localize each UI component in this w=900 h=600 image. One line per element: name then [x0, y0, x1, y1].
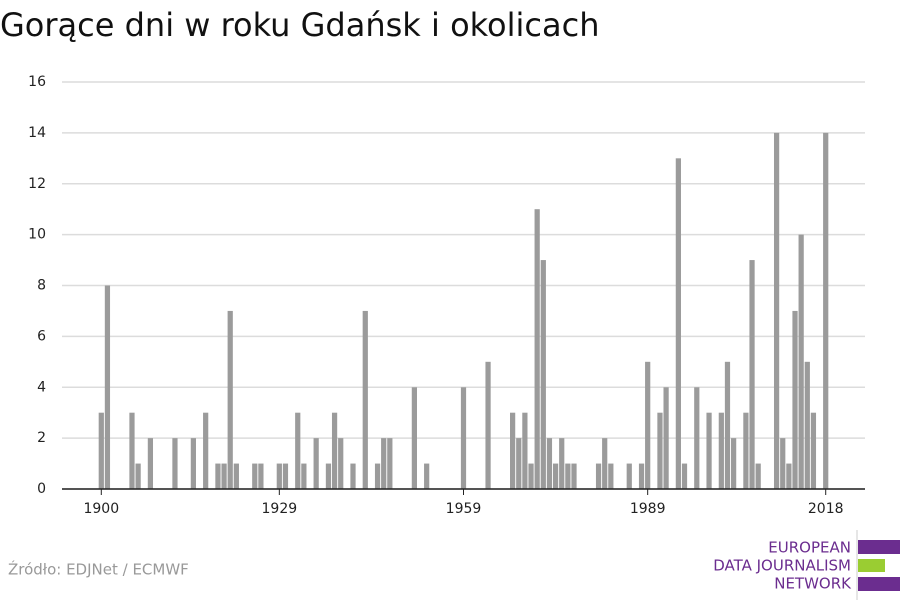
bar — [773, 132, 780, 489]
bar — [749, 260, 755, 489]
bar — [98, 412, 104, 489]
bar — [258, 463, 264, 489]
bar — [313, 438, 319, 489]
bar — [516, 438, 522, 489]
bar — [252, 463, 258, 489]
bar — [203, 412, 209, 489]
bar — [528, 463, 534, 489]
bar — [681, 463, 688, 489]
bar — [325, 463, 332, 489]
bar — [565, 463, 571, 489]
x-tick-label: 1959 — [446, 501, 482, 517]
bar — [645, 361, 651, 489]
bar — [663, 387, 669, 489]
bar — [215, 463, 221, 489]
logo-bar — [858, 577, 900, 591]
bar — [172, 438, 178, 489]
logo-text: DATA JOURNALISM — [713, 557, 851, 575]
logo-bar — [858, 540, 900, 554]
bar — [104, 285, 111, 489]
bar — [534, 209, 540, 489]
y-tick-label: 12 — [28, 176, 46, 192]
bar — [804, 361, 810, 489]
source: Źródło: EDJNet / ECMWF — [8, 560, 189, 579]
bar — [638, 463, 645, 489]
bar — [786, 463, 792, 489]
bar — [731, 438, 737, 489]
bar — [424, 463, 430, 489]
bar — [792, 310, 798, 489]
bar — [147, 438, 154, 489]
bar — [129, 412, 135, 489]
bar — [608, 463, 614, 489]
bar — [522, 412, 528, 489]
x-tick-label: 1900 — [83, 501, 119, 517]
bar — [460, 387, 467, 489]
bar — [657, 412, 663, 489]
bar — [485, 361, 491, 489]
bar — [190, 438, 196, 489]
bar — [338, 438, 344, 489]
bar — [233, 463, 239, 489]
bar — [626, 463, 632, 489]
y-tick-label: 2 — [37, 430, 46, 446]
bar — [602, 438, 608, 489]
y-tick-label: 8 — [37, 278, 46, 294]
bar — [780, 438, 786, 489]
bar — [755, 463, 761, 489]
bar — [694, 387, 700, 489]
y-tick-label: 10 — [28, 227, 46, 243]
bar — [718, 412, 724, 489]
bar — [295, 412, 301, 489]
chart-title: Gorące dni w roku Gdańsk i okolicach — [0, 6, 599, 44]
bar — [301, 463, 307, 489]
bar — [595, 463, 602, 489]
x-tick-label: 2018 — [808, 501, 844, 517]
bar — [724, 361, 731, 489]
bar — [510, 412, 516, 489]
bar — [362, 310, 368, 489]
bar — [743, 412, 749, 489]
y-tick-label: 14 — [28, 125, 46, 141]
bar — [331, 412, 338, 489]
bar — [546, 438, 553, 489]
bar — [798, 234, 804, 489]
bar — [706, 412, 712, 489]
bar — [276, 463, 282, 489]
bar — [282, 463, 289, 489]
bar — [540, 260, 546, 489]
bar — [810, 412, 817, 489]
y-tick-label: 16 — [28, 74, 46, 90]
bar — [411, 387, 417, 489]
bar — [552, 463, 559, 489]
logo-text: NETWORK — [774, 575, 852, 593]
logo-text: EUROPEAN — [768, 539, 851, 557]
bar — [350, 463, 356, 489]
x-tick-label: 1989 — [630, 501, 666, 517]
bar — [227, 310, 233, 489]
x-tick-label: 1929 — [262, 501, 298, 517]
logo-bar — [858, 559, 885, 572]
bar — [387, 438, 393, 489]
bar — [823, 132, 829, 489]
y-tick-label: 0 — [37, 481, 46, 497]
bar — [221, 463, 227, 489]
bar — [135, 463, 141, 489]
bar — [381, 438, 387, 489]
bar — [675, 158, 681, 489]
y-tick-label: 6 — [37, 328, 46, 344]
bar — [374, 463, 381, 489]
y-tick-label: 4 — [37, 379, 46, 395]
bar — [559, 438, 565, 489]
bar — [571, 463, 577, 489]
